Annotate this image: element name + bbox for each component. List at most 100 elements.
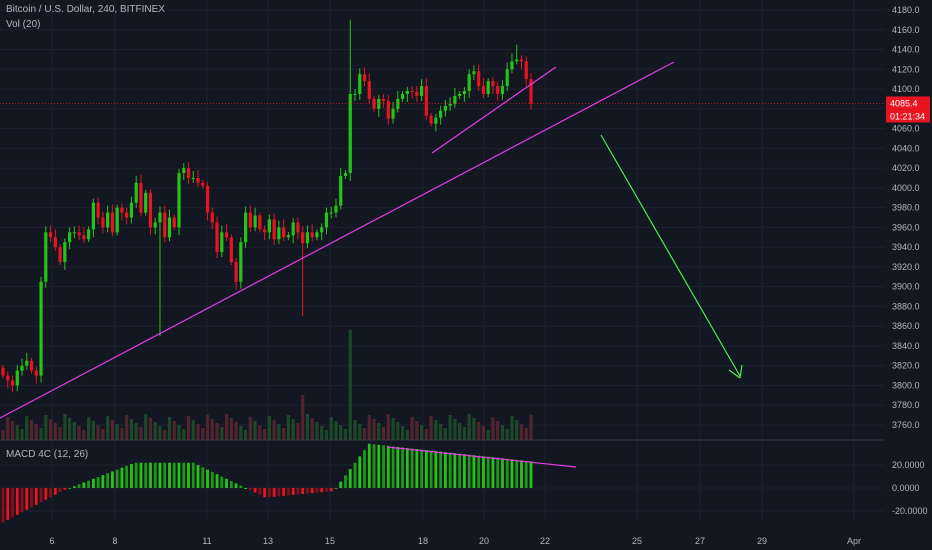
- macd-bar: [139, 462, 143, 488]
- candle-body: [481, 86, 486, 94]
- macd-bar: [524, 460, 528, 488]
- candle-body: [286, 235, 291, 238]
- macd-bar: [82, 482, 86, 488]
- macd-axis[interactable]: 20.0000 0.0000 -20.0000: [892, 460, 928, 516]
- trendline-support[interactable]: [0, 61, 675, 419]
- macd-bar: [424, 449, 428, 488]
- volume-bar: [1, 430, 5, 440]
- candle-body: [310, 232, 314, 238]
- candle-body: [110, 212, 115, 233]
- macd-bar: [415, 448, 419, 488]
- volume-bar: [386, 414, 390, 440]
- macd-bar: [63, 488, 67, 490]
- macd-bar: [372, 444, 376, 488]
- macd-bar: [386, 445, 390, 488]
- price-tick-label: 4100.0: [892, 84, 920, 94]
- volume-bar: [58, 427, 62, 440]
- candle-body: [405, 91, 409, 94]
- price-tick-label: 3800.0: [892, 380, 920, 390]
- volume-bar: [10, 421, 15, 440]
- macd-bar: [115, 469, 119, 488]
- volume-bar: [44, 415, 48, 440]
- price-tick-label: 3900.0: [892, 282, 920, 292]
- macd-bar: [496, 457, 500, 488]
- candle-body: [305, 232, 310, 244]
- drawings[interactable]: [0, 61, 885, 419]
- price-tick-label: 3860.0: [892, 321, 920, 331]
- candle-body: [491, 81, 495, 87]
- volume-bar: [320, 426, 324, 440]
- volume-bar: [243, 430, 248, 440]
- candle-body: [243, 212, 248, 243]
- volume-bar: [67, 418, 72, 440]
- volume-bar: [267, 416, 271, 440]
- date-tick-label: 22: [540, 536, 550, 546]
- candle-body: [87, 229, 91, 240]
- macd-bar: [482, 456, 485, 488]
- volume-bar: [400, 426, 405, 440]
- candle-body: [215, 222, 219, 253]
- macd-bar: [472, 455, 476, 488]
- arrow-head[interactable]: [728, 364, 743, 379]
- volume-bar: [377, 423, 381, 440]
- candle-body: [63, 242, 67, 262]
- arrow-line[interactable]: [600, 134, 741, 377]
- volume-bar: [372, 419, 376, 440]
- macd-bar: [510, 459, 514, 488]
- candle-body: [339, 176, 343, 206]
- volume-bar: [248, 417, 252, 440]
- volume-bar: [177, 425, 181, 440]
- candle-body: [419, 86, 424, 96]
- macd-bar: [339, 481, 343, 488]
- volume-bar: [529, 415, 533, 440]
- macd-bar: [106, 473, 110, 488]
- macd-divergence-line[interactable]: [386, 446, 577, 468]
- volume-bar: [358, 424, 362, 440]
- candle-body: [334, 205, 338, 213]
- volume-bar: [215, 423, 219, 440]
- candle-body: [505, 69, 509, 87]
- date-tick-label: 25: [632, 536, 642, 546]
- price-axis[interactable]: 4180.0 4160.0 4140.0 4120.0 4100.0 4085.4 01:2…: [886, 5, 930, 430]
- candle-body: [367, 81, 371, 99]
- volume-bar: [391, 418, 395, 440]
- candle-body: [396, 98, 400, 109]
- volume-bar: [134, 423, 138, 440]
- volume-bar: [53, 423, 57, 440]
- date-tick-label: 6: [49, 536, 54, 546]
- macd-bar: [6, 488, 10, 520]
- macd-bar: [329, 488, 333, 492]
- candles[interactable]: [1, 19, 533, 393]
- macd-bar: [77, 484, 81, 488]
- volume-bar: [229, 418, 233, 440]
- candle-body: [158, 212, 162, 223]
- candle-body: [196, 177, 200, 183]
- macd-bar: [296, 488, 300, 495]
- macd-bar: [163, 462, 167, 488]
- trendline-rising-wedge[interactable]: [431, 66, 557, 154]
- macd-bar: [168, 462, 171, 488]
- volume-bar: [139, 427, 143, 440]
- volume-bar: [353, 420, 357, 440]
- macd-bar: [263, 488, 267, 498]
- macd-bar: [267, 488, 271, 498]
- volume-bar: [524, 428, 528, 440]
- date-tick-label: 29: [757, 536, 767, 546]
- candle-body: [353, 93, 357, 95]
- volume-bar: [82, 430, 86, 440]
- macd-label[interactable]: MACD 4C (12, 26): [6, 449, 88, 460]
- macd-bar: [505, 458, 509, 488]
- volume-label[interactable]: Vol (20): [6, 19, 40, 30]
- symbol-title[interactable]: Bitcoin / U.S. Dollar, 240, BITFINEX: [6, 4, 165, 15]
- macd-bar: [130, 464, 133, 488]
- price-tick-label: 3920.0: [892, 262, 920, 272]
- volume-bar: [220, 427, 224, 440]
- date-axis[interactable]: 6 8 11 13 15 18 20 22 25 27 29 Apr: [49, 536, 861, 546]
- macd-pane[interactable]: [1, 443, 577, 523]
- volume-bars: [1, 330, 533, 440]
- date-tick-label: Apr: [847, 536, 861, 546]
- macd-bar: [101, 475, 105, 488]
- candle-body: [139, 182, 143, 213]
- macd-bar: [358, 456, 362, 488]
